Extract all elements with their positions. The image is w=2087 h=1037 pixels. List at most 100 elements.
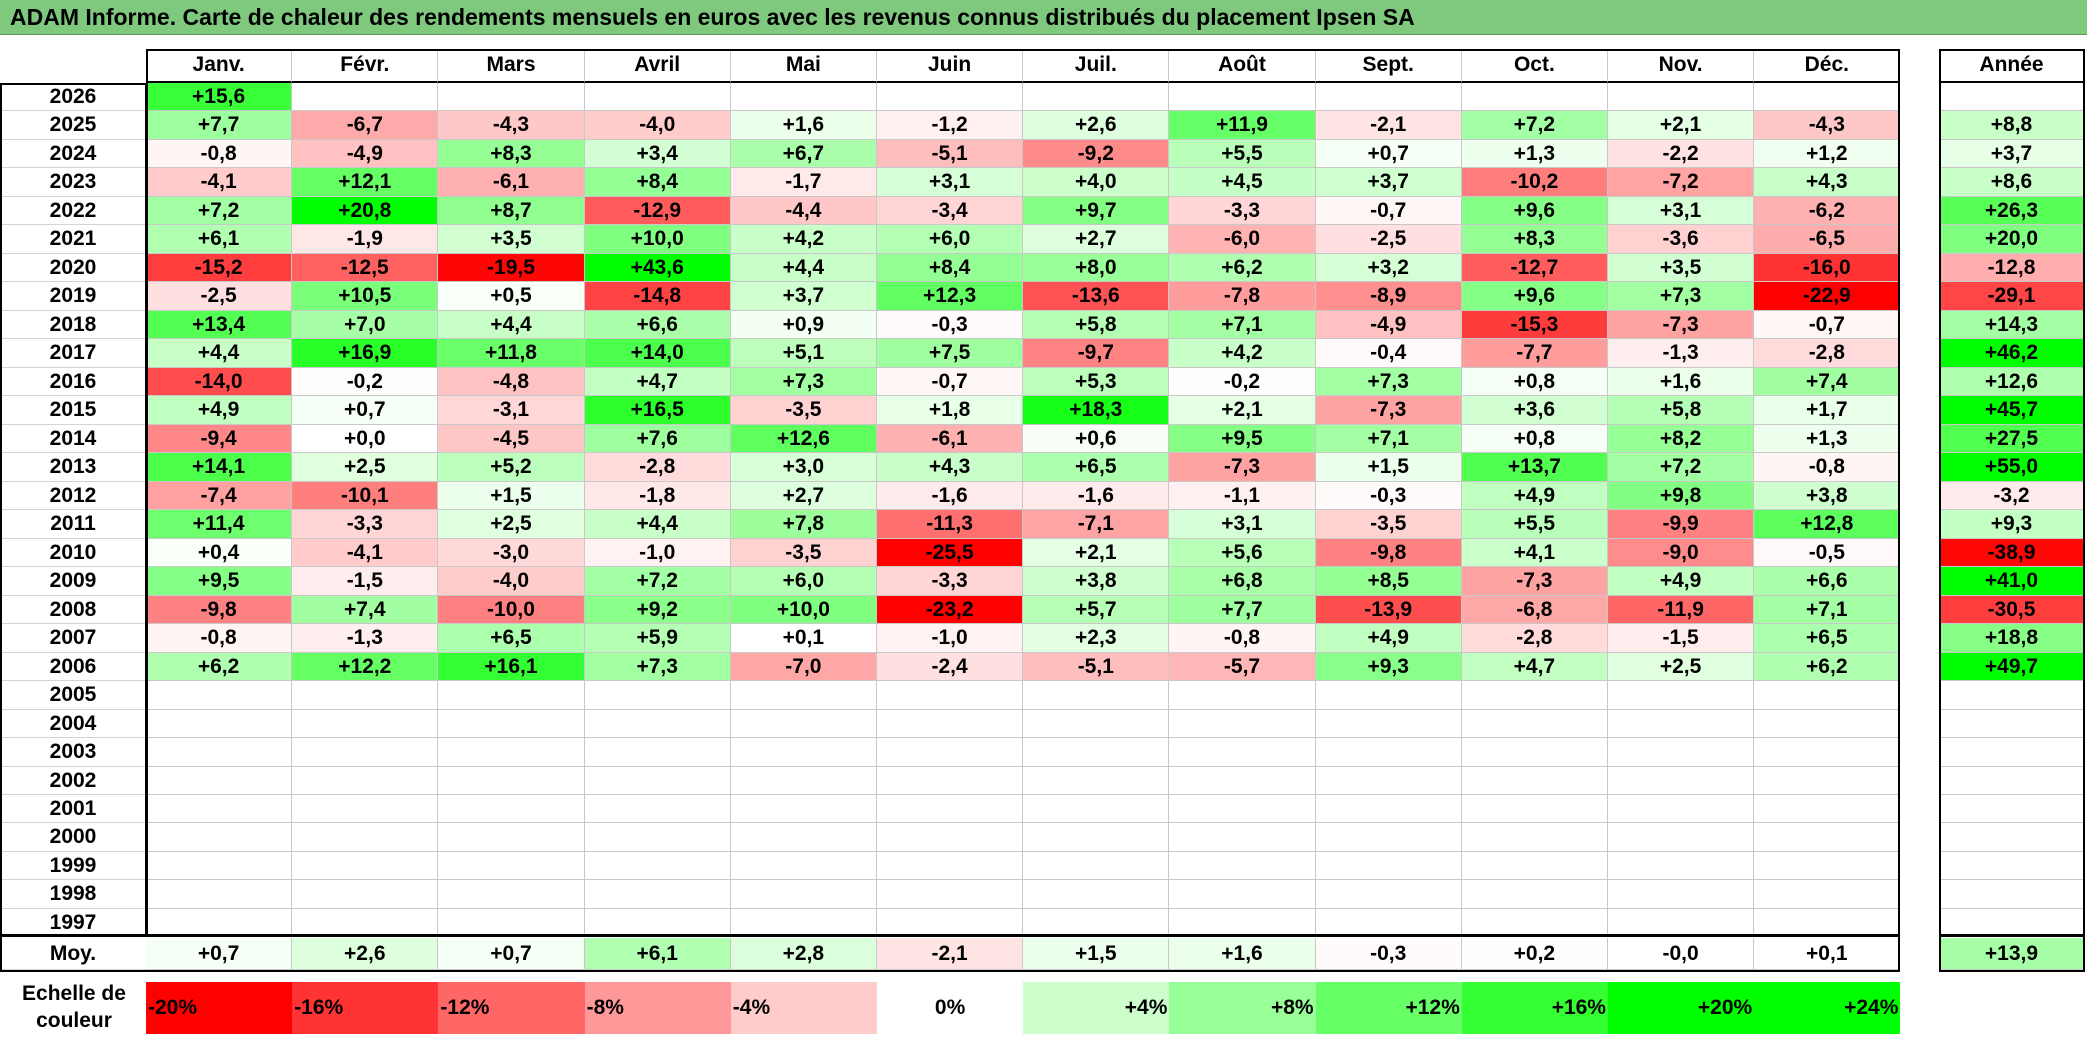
heatmap-cell: +9,5	[146, 567, 293, 596]
heatmap-cell	[292, 738, 439, 767]
heatmap-cell: -4,3	[1754, 111, 1901, 140]
heatmap-cell: +1,2	[1754, 139, 1901, 169]
heatmap-cell	[292, 908, 439, 938]
month-header: Mai	[730, 49, 877, 83]
heatmap-cell: -12,5	[292, 253, 439, 283]
heatmap-cell	[877, 681, 1024, 710]
heatmap-cell: -0,3	[877, 310, 1024, 340]
annual-cell: +20,0	[1939, 225, 2085, 254]
heatmap-cell: -5,7	[1169, 652, 1316, 682]
heatmap-cell: +4,2	[1169, 339, 1316, 368]
heatmap-cell: +5,9	[584, 624, 731, 653]
legend-swatch: +8%	[1169, 982, 1316, 1034]
heatmap-cell: -14,0	[146, 367, 293, 397]
heatmap-cell: +3,7	[1315, 168, 1462, 197]
heatmap-cell	[877, 83, 1024, 112]
heatmap-cell	[877, 908, 1024, 938]
heatmap-cell: -1,1	[1169, 481, 1316, 511]
heatmap-cell: -7,4	[146, 481, 293, 511]
heatmap-cell: +7,5	[877, 339, 1024, 368]
heatmap-cell: -2,4	[877, 652, 1024, 682]
heatmap-cell: -9,4	[146, 424, 293, 454]
heatmap-cell: -4,5	[438, 424, 585, 454]
heatmap-cell	[1169, 709, 1316, 739]
heatmap-cell	[1315, 795, 1462, 824]
heatmap-cell	[146, 738, 293, 767]
heatmap-cell	[730, 880, 877, 909]
heatmap-cell: -2,8	[1754, 339, 1901, 368]
heatmap-cell	[1754, 795, 1901, 824]
heatmap-cell	[146, 709, 293, 739]
year-label: 2024	[0, 140, 146, 169]
heatmap-cell: -0,8	[1754, 453, 1901, 482]
heatmap-cell: -7,2	[1608, 168, 1755, 197]
average-cell: +0,7	[438, 938, 585, 970]
heatmap-cell	[730, 709, 877, 739]
heatmap-cell	[730, 766, 877, 795]
annual-cell: -38,9	[1939, 538, 2085, 568]
heatmap-cell: +15,6	[146, 83, 293, 112]
year-label: 2000	[0, 823, 146, 852]
heatmap-cell	[584, 795, 731, 824]
heatmap-cell	[146, 766, 293, 795]
heatmap-cell: -10,2	[1461, 168, 1608, 197]
heatmap-cell: -2,5	[1315, 225, 1462, 254]
annual-cell: +8,6	[1939, 168, 2085, 197]
heatmap-cell: +7,1	[1315, 424, 1462, 454]
heatmap-cell	[1461, 681, 1608, 710]
heatmap-cell: +7,2	[1461, 111, 1608, 140]
heatmap-cell	[877, 795, 1024, 824]
heatmap-cell: +18,3	[1023, 396, 1170, 425]
heatmap-cell	[438, 795, 585, 824]
heatmap-cell: +5,8	[1023, 310, 1170, 340]
heatmap-cell	[730, 681, 877, 710]
average-cell: +0,1	[1754, 938, 1901, 970]
heatmap-cell	[730, 851, 877, 881]
heatmap-cell	[1023, 681, 1170, 710]
heatmap-cell: +6,6	[584, 310, 731, 340]
heatmap-cell: -1,2	[877, 111, 1024, 140]
heatmap-cell	[1461, 908, 1608, 938]
heatmap-cell: +0,0	[292, 424, 439, 454]
year-label: 1998	[0, 880, 146, 909]
heatmap-cell: -1,9	[292, 225, 439, 254]
heatmap-cell	[1461, 795, 1608, 824]
heatmap-cell: -5,1	[877, 139, 1024, 169]
heatmap-cell: -6,5	[1754, 225, 1901, 254]
heatmap-cell: +4,3	[877, 453, 1024, 482]
avg-label: Moy.	[0, 938, 146, 970]
heatmap-cell: +8,0	[1023, 253, 1170, 283]
heatmap-cell: +6,0	[730, 567, 877, 596]
heatmap-cell: -3,3	[292, 510, 439, 539]
heatmap-cell: +6,0	[877, 225, 1024, 254]
average-cell: +1,6	[1169, 938, 1316, 970]
heatmap-cell: +2,7	[730, 481, 877, 511]
heatmap-cell: +8,4	[584, 168, 731, 197]
year-label: 1997	[0, 909, 146, 938]
heatmap-cell	[877, 738, 1024, 767]
heatmap-cell: +3,6	[1461, 396, 1608, 425]
heatmap-cell	[146, 851, 293, 881]
year-label: 1999	[0, 852, 146, 881]
heatmap-cell: -0,8	[1169, 624, 1316, 653]
heatmap-cell	[1461, 83, 1608, 112]
heatmap-cell: +5,5	[1169, 139, 1316, 169]
heatmap-cell: +0,9	[730, 310, 877, 340]
average-cell: -2,1	[877, 938, 1024, 970]
heatmap-cell: -9,2	[1023, 139, 1170, 169]
heatmap-cell: -2,8	[584, 453, 731, 482]
heatmap-cell: +5,3	[1023, 367, 1170, 397]
heatmap-cell	[1461, 823, 1608, 852]
legend-swatch: -8%	[584, 982, 731, 1034]
heatmap-cell: -9,8	[1315, 538, 1462, 568]
heatmap-cell: +7,6	[584, 424, 731, 454]
heatmap-cell: -13,6	[1023, 282, 1170, 311]
heatmap-cell: +10,0	[584, 225, 731, 254]
heatmap-cell	[1315, 681, 1462, 710]
heatmap-cell: +7,0	[292, 310, 439, 340]
heatmap-cell: +5,5	[1461, 510, 1608, 539]
legend-swatch: -4%	[730, 982, 877, 1034]
annual-cell: -3,2	[1939, 481, 2085, 511]
heatmap-cell: +4,7	[584, 367, 731, 397]
annual-cell	[1939, 681, 2085, 710]
